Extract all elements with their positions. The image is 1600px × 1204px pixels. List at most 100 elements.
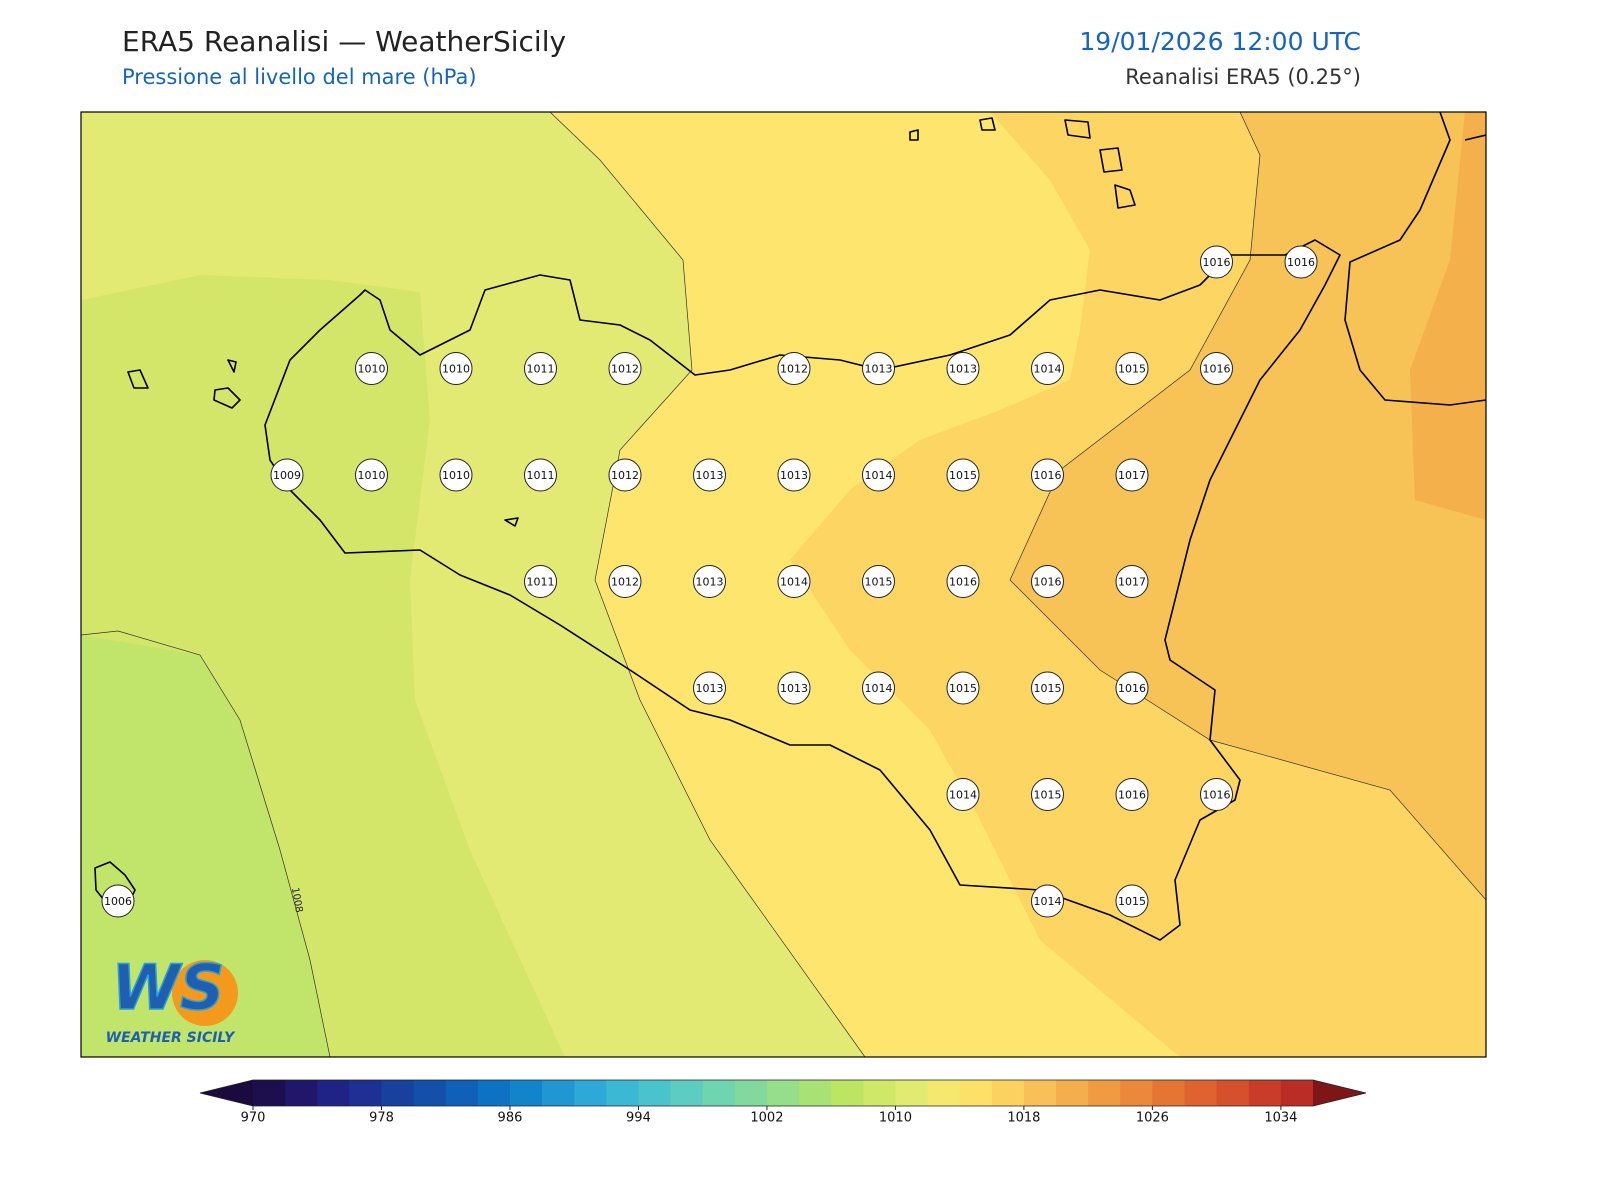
colorbar-box: [831, 1080, 864, 1106]
station-marker: [777, 458, 811, 492]
station-marker: [1031, 565, 1064, 598]
field-1016: [1010, 112, 1486, 900]
colorbar-box: [1152, 1080, 1186, 1106]
station-value: 1013: [780, 469, 808, 482]
colorbar-box: [1120, 1080, 1153, 1106]
field-1006: [81, 635, 330, 1057]
colorbar-box: [895, 1080, 929, 1106]
station-marker: [1115, 352, 1149, 385]
colorbar-box: [1280, 1080, 1314, 1106]
station-value: 1010: [442, 363, 470, 376]
colorbar-box: [1216, 1080, 1250, 1106]
colorbar-box: [1184, 1080, 1218, 1106]
station-value: 1014: [1034, 363, 1062, 376]
logo-name: WEATHER SICILY: [106, 1030, 237, 1046]
colorbar-over: [1313, 1080, 1366, 1106]
colorbar-box: [317, 1080, 350, 1106]
station-value: 1011: [527, 469, 555, 482]
field-1018: [1410, 112, 1486, 520]
contour-label: 1008: [289, 887, 304, 914]
colorbar-box: [1023, 1080, 1057, 1106]
station-marker: [1200, 245, 1233, 279]
colorbar-box: [1056, 1080, 1089, 1106]
station-marker: [693, 565, 726, 598]
station-value: 1015: [1034, 789, 1062, 802]
colorbar-box: [927, 1080, 961, 1106]
station-marker: [1031, 671, 1064, 705]
colorbar-box: [1088, 1080, 1121, 1106]
colorbar-tick-label: 970: [241, 1111, 266, 1126]
colorbar-box: [991, 1080, 1025, 1106]
colorbar-box: [670, 1080, 704, 1106]
station-marker: [946, 458, 980, 492]
station-value: 1015: [1034, 682, 1062, 695]
station-value: 1014: [1034, 895, 1062, 908]
station-value: 1016: [1034, 469, 1062, 482]
station-marker: [862, 458, 895, 492]
title: ERA5 Reanalisi — WeatherSicily: [122, 25, 566, 58]
colorbar-box: [766, 1080, 800, 1106]
station-value: 1014: [865, 469, 893, 482]
station-marker: [862, 671, 895, 705]
station-marker: [1200, 352, 1233, 385]
coastline: [1464, 134, 1486, 141]
station-value: 1010: [442, 469, 470, 482]
station-marker: [1115, 671, 1149, 705]
station-marker: [1284, 245, 1318, 279]
station-value: 1016: [1034, 576, 1062, 589]
colorbar-tick-label: 1010: [879, 1111, 912, 1126]
station-value: 1017: [1118, 576, 1146, 589]
station-marker: [946, 565, 980, 598]
station-marker: [439, 458, 473, 492]
colorbar-tick-label: 1018: [1007, 1111, 1040, 1126]
station-value: 1013: [696, 576, 724, 589]
coastline: [1344, 112, 1486, 406]
logo-sun: [172, 960, 238, 1026]
station-value: 1016: [1118, 682, 1146, 695]
colorbar-tick-label: 1034: [1264, 1111, 1297, 1126]
station-marker: [862, 352, 895, 385]
colorbar-box: [349, 1080, 382, 1106]
station-value: 1015: [865, 576, 893, 589]
colorbar-box: [477, 1080, 511, 1106]
station-value: 1012: [611, 576, 639, 589]
station-marker: [777, 671, 811, 705]
station-value: 1011: [527, 363, 555, 376]
station-marker: [524, 352, 557, 385]
station-marker: [946, 778, 980, 811]
isobar: [549, 112, 866, 1057]
station-value: 1013: [696, 469, 724, 482]
station-value: 1016: [1118, 789, 1146, 802]
colorbar-box: [509, 1080, 543, 1106]
station-value: 1014: [780, 576, 808, 589]
station-value: 1016: [1203, 363, 1231, 376]
station-value: 1017: [1118, 469, 1146, 482]
station-value: 1010: [358, 363, 386, 376]
stations: 1016 1016 1010 1010 1011 1012 1012 1013 1013 1014…: [101, 245, 1318, 918]
coastline: [264, 239, 1341, 941]
colorbar: 970 978 986 994 1002 1010 1018 1026 1034: [199, 1079, 1367, 1126]
colorbar-box: [606, 1080, 639, 1106]
station-marker: [608, 565, 642, 598]
date: 19/01/2026 12:00 UTC: [1079, 27, 1361, 56]
isobar: [81, 630, 331, 1057]
station-value: 1016: [949, 576, 977, 589]
station-value: 1013: [949, 363, 977, 376]
station-marker: [608, 352, 642, 385]
colorbar-outline: [199, 1079, 1367, 1107]
colorbar-box: [734, 1080, 768, 1106]
colorbar-box: [542, 1080, 575, 1106]
station-marker: [101, 884, 135, 918]
station-marker: [1031, 884, 1064, 918]
source: Reanalisi ERA5 (0.25°): [1125, 65, 1361, 89]
station-value: 1013: [696, 682, 724, 695]
station-marker: [777, 565, 811, 598]
station-marker: [1115, 565, 1149, 598]
colorbar-box: [445, 1080, 479, 1106]
station-value: 1013: [780, 682, 808, 695]
map-area: [81, 112, 1486, 1057]
station-marker: [693, 671, 726, 705]
logo: WS WEATHER SICILY: [106, 950, 238, 1046]
